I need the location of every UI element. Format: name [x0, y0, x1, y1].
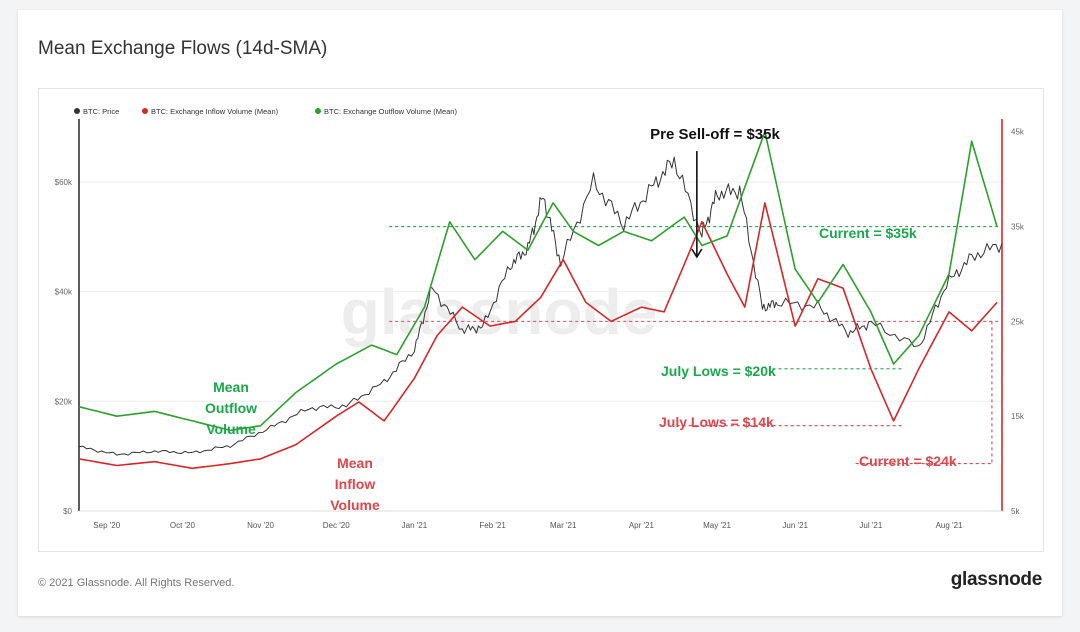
legend-entry: BTC: Exchange Inflow Volume (Mean) [151, 107, 279, 116]
legend-entry: BTC: Exchange Outflow Volume (Mean) [324, 107, 457, 116]
annotation-label: Current = $35k [819, 225, 917, 241]
y-left-tick-label: $20k [55, 397, 73, 406]
legend-marker [315, 108, 321, 114]
x-tick-label: Nov '20 [247, 521, 274, 530]
legend-marker [142, 108, 148, 114]
y-left-tick-label: $60k [55, 178, 73, 187]
x-tick-label: Feb '21 [479, 521, 506, 530]
y-right-tick-label: 35k [1011, 223, 1025, 232]
annotation-label: Current = $24k [859, 453, 957, 469]
x-tick-label: Mar '21 [550, 521, 577, 530]
x-tick-label: Aug '21 [936, 521, 963, 530]
outflow-line [78, 130, 998, 432]
brand-logo[interactable]: glassnode [950, 569, 1043, 590]
x-tick-label: Apr '21 [629, 521, 655, 530]
chart-frame: glassnode $0 $20k $40k $60k 5k 15k 25k 35k 45k Sep… [38, 88, 1044, 552]
y-left-tick-label: $40k [55, 288, 73, 297]
price-line [78, 156, 1003, 456]
y-right-tick-label: 25k [1011, 317, 1025, 326]
annotation-label: Pre Sell-off = $35k [650, 126, 780, 143]
chart-card: Mean Exchange Flows (14d-SMA) glassnode $… [18, 10, 1062, 616]
legend-entry: BTC: Price [83, 107, 119, 116]
copyright-text: © 2021 Glassnode. All Rights Reserved. [38, 577, 235, 589]
y-right-tick-label: 45k [1011, 128, 1025, 137]
y-left-tick-label: $0 [63, 507, 72, 516]
legend-marker [74, 108, 80, 114]
y-right-tick-label: 5k [1011, 507, 1020, 516]
x-tick-label: Oct '20 [170, 521, 196, 530]
chart-svg: glassnode$0$20k$40k$60k5k15k25k35k45kSep… [55, 107, 1025, 530]
x-tick-label: Jul '21 [859, 521, 882, 530]
annotation-label: July Lows = $14k [659, 414, 774, 430]
inflow-line [78, 202, 998, 470]
page-title: Mean Exchange Flows (14d-SMA) [38, 38, 328, 59]
annotation-label: Mean Outflow Volume [205, 379, 257, 437]
x-tick-label: Sep '20 [93, 521, 120, 530]
annotation-arrow-head [691, 248, 703, 259]
x-tick-label: Jun '21 [782, 521, 808, 530]
x-tick-label: Dec '20 [323, 521, 350, 530]
x-tick-label: May '21 [703, 521, 731, 530]
y-right-tick-label: 15k [1011, 412, 1025, 421]
annotation-label: July Lows = $20k [661, 363, 776, 379]
annotation-label: Mean Inflow Volume [330, 455, 380, 513]
x-tick-label: Jan '21 [402, 521, 428, 530]
